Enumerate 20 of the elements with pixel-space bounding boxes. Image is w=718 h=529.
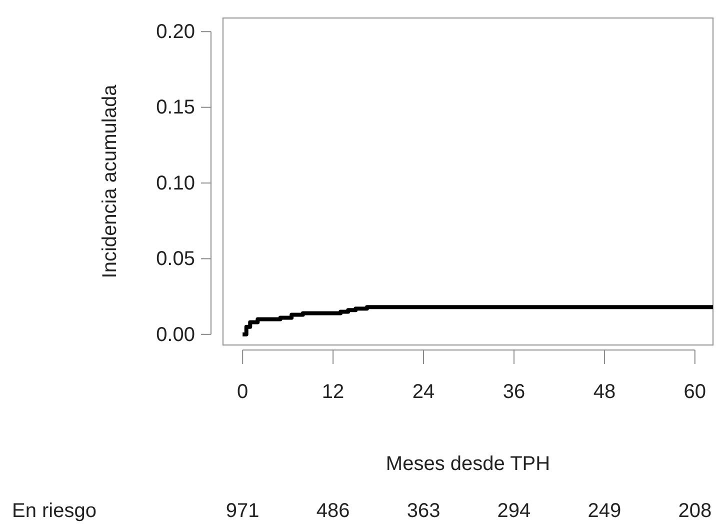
y-tick-label: 0.10: [156, 172, 195, 194]
x-tick-label: 0: [237, 381, 248, 404]
y-tick-label: 0.15: [156, 96, 195, 119]
y-tick-label: 0.00: [156, 324, 195, 346]
x-tick-label: 24: [412, 381, 435, 404]
x-tick-label: 36: [502, 381, 526, 404]
text: En riesgo: [12, 500, 96, 522]
x-tick-label: 12: [322, 381, 344, 404]
text: 363: [406, 500, 440, 522]
text: 208: [678, 500, 712, 522]
x-tick-label: 48: [593, 381, 616, 404]
text: 249: [588, 500, 622, 522]
y-axis-title: Incidencia acumulada: [99, 84, 121, 278]
text: 294: [497, 500, 531, 522]
x-tick-label: 60: [684, 381, 706, 404]
y-tick-label: 0.20: [156, 21, 195, 44]
text: 971: [226, 500, 260, 522]
y-tick-label: 0.05: [156, 248, 195, 270]
x-axis-title: Meses desde TPH: [386, 453, 550, 475]
text: 486: [316, 500, 350, 522]
